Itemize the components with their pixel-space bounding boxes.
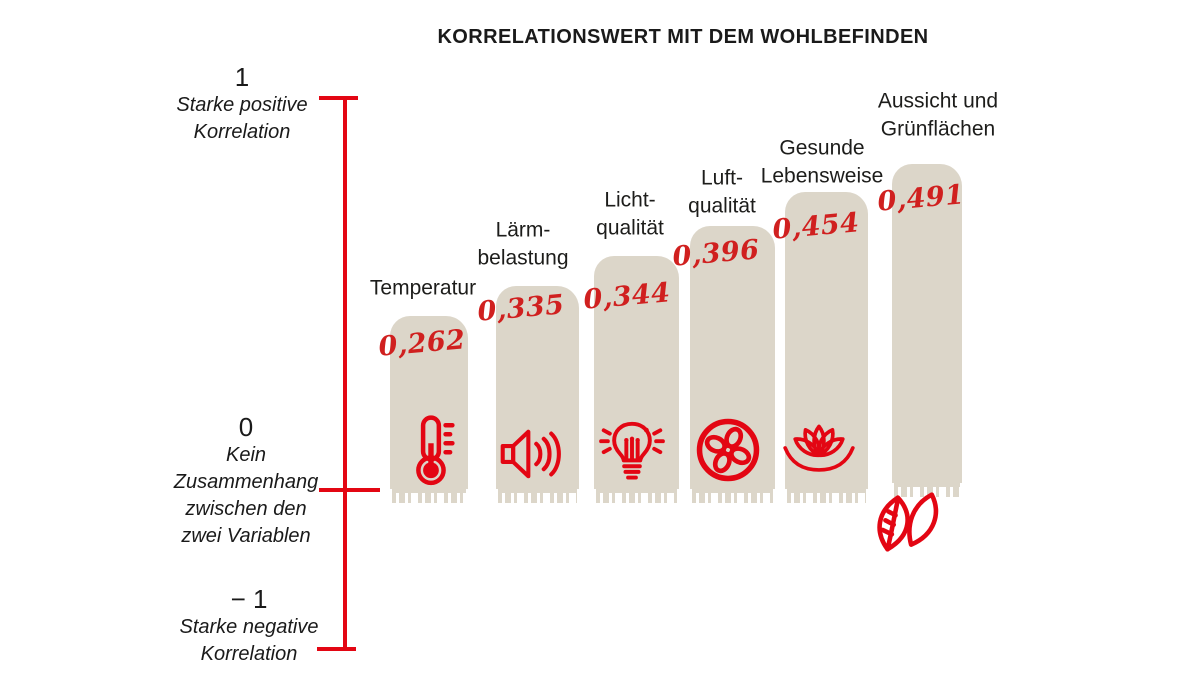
y-axis-value-minus-1: − 1 bbox=[230, 584, 268, 614]
y-axis-description-positive: Starke positive Korrelation bbox=[176, 94, 308, 143]
speaker-icon bbox=[500, 424, 568, 484]
lightbulb-icon bbox=[597, 414, 667, 488]
y-axis-tick-0 bbox=[319, 488, 380, 492]
y-axis-tick-minus-1 bbox=[317, 647, 356, 651]
y-axis-annotation-positive: 1 Starke positive Korrelation bbox=[148, 62, 336, 146]
lotus-icon bbox=[778, 420, 860, 478]
bar-shape bbox=[496, 286, 579, 503]
chart-title: KORRELATIONSWERT MIT DEM WOHLBEFINDEN bbox=[437, 26, 929, 48]
y-axis-description-zero: Kein Zusammenhang zwischen den zwei Vari… bbox=[173, 444, 319, 547]
y-axis-value-0: 0 bbox=[238, 412, 254, 442]
bar-category-label: Gesunde Lebensweise bbox=[760, 136, 884, 188]
y-axis-line bbox=[343, 96, 347, 651]
bar-category-label: Licht- qualität bbox=[596, 188, 664, 240]
y-axis-tick-1 bbox=[319, 96, 358, 100]
bar-category-label: Aussicht und Grünflächen bbox=[877, 89, 999, 141]
y-axis-value-1: 1 bbox=[234, 62, 250, 92]
bar-category-label: Lärm- belastung bbox=[477, 218, 569, 270]
bar-category-label: Luft- qualität bbox=[688, 166, 756, 218]
thermometer-icon bbox=[402, 414, 464, 486]
bar-shape bbox=[892, 164, 962, 497]
fan-icon bbox=[694, 416, 762, 484]
bar-category-label: Temperatur bbox=[369, 276, 477, 300]
y-axis-annotation-negative: − 1 Starke negative Korrelation bbox=[150, 584, 348, 668]
y-axis-annotation-zero: 0 Kein Zusammenhang zwischen den zwei Va… bbox=[150, 412, 342, 550]
leaves-icon bbox=[868, 484, 946, 564]
bar-shape bbox=[390, 316, 468, 503]
y-axis-description-negative: Starke negative Korrelation bbox=[179, 616, 319, 665]
